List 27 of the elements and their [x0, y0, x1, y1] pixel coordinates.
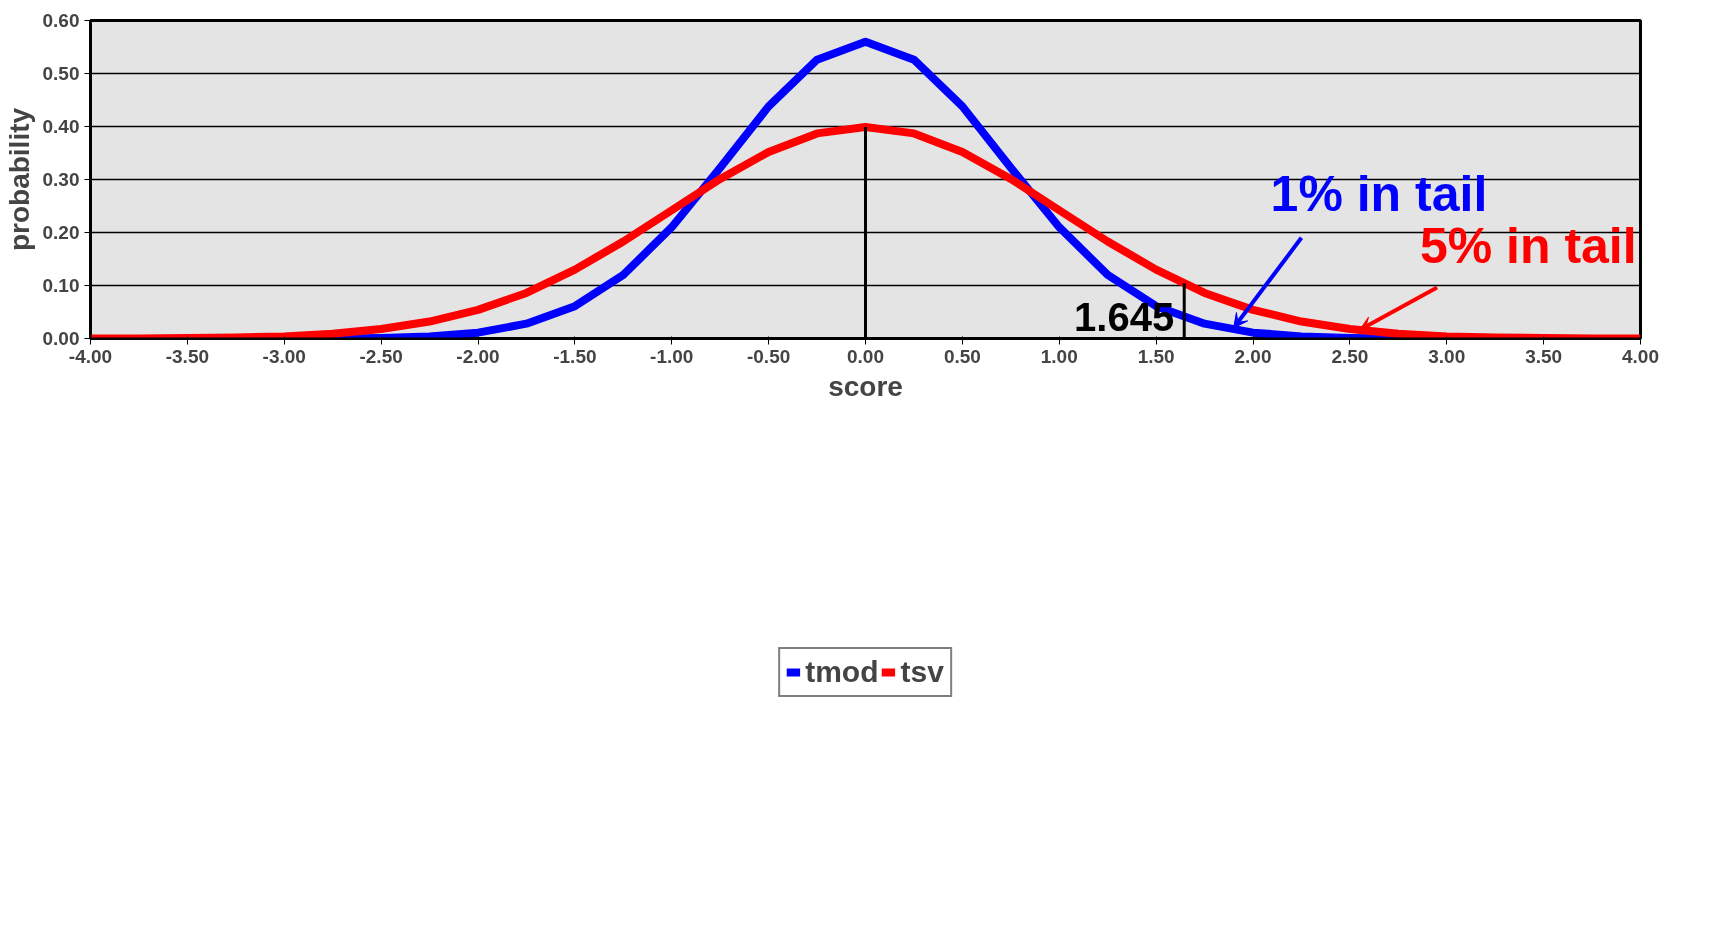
x-tick-label: -1.50 [553, 345, 597, 367]
y-tick-label: 0.10 [42, 275, 80, 296]
x-tick-label: 3.50 [1525, 345, 1563, 367]
x-tick-label: -3.00 [262, 345, 306, 367]
y-tick-label: 0.30 [42, 169, 80, 190]
x-tick-label: 4.00 [1622, 345, 1659, 367]
x-tick-label: 0.00 [847, 345, 884, 367]
y-tick-label: 0.40 [42, 116, 80, 137]
x-tick-label: -1.00 [650, 345, 694, 367]
legend-label: tmod [805, 655, 879, 689]
ref-line-label: 1.645 [1074, 294, 1175, 339]
x-tick-label: -0.50 [746, 345, 791, 367]
x-tick-label: 2.50 [1331, 345, 1369, 367]
x-axis-title: score [828, 370, 903, 402]
x-tick-label: 1.00 [1040, 345, 1078, 367]
x-tick-label: 3.00 [1428, 345, 1466, 367]
x-tick-label: -3.50 [165, 345, 210, 367]
x-tick-label: 0.50 [943, 345, 981, 367]
x-tick-label: 2.00 [1234, 345, 1272, 367]
x-tick-label: 1.50 [1137, 345, 1175, 367]
x-tick-label: -2.00 [456, 345, 500, 367]
x-tick-label: -2.50 [359, 345, 403, 367]
y-tick-label: 0.20 [42, 222, 80, 243]
legend-label: tsv [900, 655, 944, 689]
y-tick-label: 0.60 [42, 10, 80, 31]
y-tick-label: 0.50 [42, 63, 80, 84]
y-axis-title: probability [3, 107, 35, 252]
